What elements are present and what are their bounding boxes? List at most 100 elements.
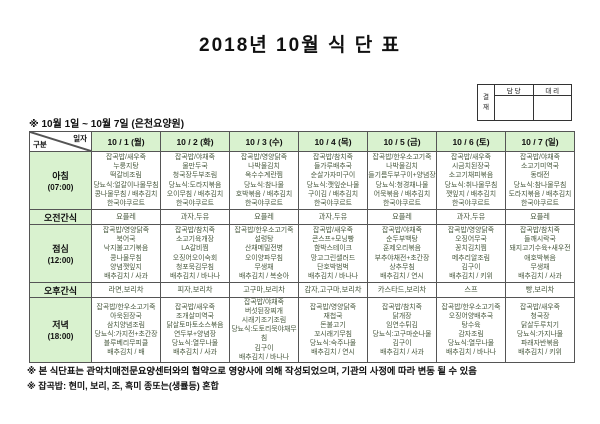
week-range-subtitle: ※ 10월 1일 ~ 10월 7일 (은천요양원) (29, 119, 185, 130)
day-column-header: 10 / 2 (화) (160, 131, 230, 152)
menu-item: 잡곡밥/야채죽 (244, 299, 284, 306)
meal-cell: 잡곡밥/참치죽 소고기육개장 LA갈비찜 오징어오이숙회 청포묵김무침 배추김치 / 바나… (160, 224, 230, 283)
meal-row: 오후간식 라면,보리차 피자,보리차 고구마,보리차 감자,고구마,보리차 카스타드,보리… (29, 282, 575, 298)
menu-item: 버섯된장찌개 (244, 308, 284, 316)
note-rice-mix: ※ 잡곡밥: 현미, 보리, 조, 흑미 종또는(생률등) 혼합 (27, 381, 219, 391)
meal-cell: 잡곡밥/영양닭죽 나박물김치 옥수수계란찜 당뇨식:참나물 호박볶음 / 배추김치 한국야… (229, 151, 299, 210)
day-column-header: 10 / 5 (금) (367, 131, 437, 152)
menu-item: 감자조림 (458, 330, 484, 338)
menu-item: 청포묵김무침 (175, 263, 215, 271)
menu-item: 떡갈비조림 (110, 172, 142, 180)
menu-item: 호박볶음 / 배추김치 (235, 190, 293, 198)
menu-item: LA갈비찜 (181, 245, 209, 253)
menu-item: 순두부백탕 (386, 236, 418, 244)
menu-item: 잡곡밥/영양닭죽 (309, 303, 357, 311)
menu-item: 훈제오리볶음 (382, 245, 422, 253)
menu-item: 당뇨식:취나물무침 (444, 181, 498, 189)
menu-item: 소고기미역국 (520, 163, 560, 171)
meal-cell: 요플레 (367, 209, 437, 225)
approval-stamp-label: 결 재 (477, 84, 495, 121)
meal-time: (12:00) (47, 256, 74, 265)
menu-item: 배추김치 / 사과 (518, 272, 562, 280)
meal-row: 오전간식 요플레 과자,두유 요플레 과자,두유 요플레 과자,두유 요플레 (29, 209, 575, 225)
meal-cell: 잡곡밥/새우죽 청국장 닭살두루치기 당뇨식:가지나물 파래자반볶음 배추김치 / 키위 (505, 297, 575, 363)
menu-item: 물만두국 (182, 163, 208, 171)
menu-item: 잡곡밥/새우죽 (451, 154, 491, 162)
meal-row: 점심 (12:00) 잡곡밥/영양닭죽 북어국 낙지불고기볶음 콩나물무침 양념깻잎지 배추김… (29, 224, 575, 283)
approval-stamp-char: 재 (483, 103, 489, 111)
menu-item: 오이무침 / 배추김치 (166, 190, 224, 198)
meal-cell: 잡곡밥/영양닭죽 재첩국 돈불고기 꼬시래기무침 당뇨식:숙주나물 배추김치 / 연시 (298, 297, 368, 363)
meal-cell: 잡곡밥/영양닭죽 오징어무국 꽁치김치찜 메추리알조림 김구이 배추김치 / 키위 (436, 224, 506, 283)
menu-item: 잡곡밥/영양닭죽 (447, 227, 495, 235)
meal-cell: 잡곡밥/참치죽 들깨시락국 돼지고기수육+새우전 애호박볶음 무생채 배추김치 / 사과 (505, 224, 575, 283)
day-column-header: 10 / 4 (목) (298, 131, 368, 152)
day-column-header: 10 / 1 (월) (91, 131, 161, 152)
meal-cell: 요플레 (229, 209, 299, 225)
meal-cell: 잡곡밥/새우죽 누룽지탕 떡갈비조림 당뇨식:얼갈이나물무침 콩나물무침 / 배추김치 한… (91, 151, 161, 210)
meal-cell: 잡곡밥/새우죽 조개살미역국 닭살토마토소스볶음 연두부+양념장 당뇨식:열무나물 배추김… (160, 297, 230, 363)
menu-item: 삼치양념조림 (106, 321, 146, 329)
menu-item: 잡곡밥/참치죽 (175, 227, 215, 235)
menu-item: 배추김치 / 배 (107, 349, 145, 357)
menu-item: 설렁탕 (254, 236, 274, 244)
menu-item: 배추김치 / 키위 (518, 349, 562, 357)
meal-cell: 요플레 (91, 209, 161, 225)
meal-cell: 과자,두유 (436, 209, 506, 225)
meal-row-label: 저녁 (18:00) (29, 297, 92, 363)
menu-item: 무생채 (530, 263, 550, 271)
menu-item: 임연수튀김 (386, 321, 418, 329)
menu-item: 콩나물무침 / 배추김치 (94, 190, 158, 198)
menu-item: 메추리알조림 (451, 254, 491, 262)
menu-item: 콘스프+모닝빵 (311, 236, 355, 244)
meal-cell: 감자,고구마,보리차 (298, 282, 368, 298)
menu-item: 당뇨식:가지나물 (516, 330, 564, 338)
menu-item: 꼬시래기무침 (313, 330, 353, 338)
menu-item: 나박물김치 (248, 163, 280, 171)
table-header-row: 일자 구분 10 / 1 (월) 10 / 2 (화) 10 / 3 (수) 10 /… (29, 131, 575, 152)
menu-item: 잡곡밥/새우죽 (106, 154, 146, 162)
menu-item: 당뇨식:열무나물 (171, 339, 219, 347)
menu-item: 배추김치 / 사과 (173, 349, 217, 357)
meal-row-label: 점심 (12:00) (29, 224, 92, 283)
menu-item: 낙지불고기볶음 (103, 245, 149, 253)
menu-item: 망고그린샐러드 (310, 254, 356, 262)
menu-item: 한국야쿠르트 (175, 199, 215, 207)
menu-item: 시래기조기조림 (241, 317, 287, 325)
menu-item: 닭살두루치기 (520, 321, 560, 329)
menu-item: 오징어무국 (455, 236, 487, 244)
corner-header-cell: 일자 구분 (29, 131, 92, 152)
menu-item: 애호박볶음 (524, 254, 556, 262)
meal-cell: 잡곡밥/한우소고기죽 설렁탕 산채메밀전병 오이양파무침 무생채 배추김치 / 복숭아 (229, 224, 299, 283)
meal-row-label: 오전간식 (29, 209, 92, 225)
menu-item: 조개살미역국 (175, 312, 215, 320)
menu-item: 산채메밀전병 (244, 245, 284, 253)
menu-item: 함박스테이크 (313, 245, 353, 253)
menu-item: 잡곡밥/참치죽 (382, 303, 422, 311)
footer-notes: ※ 본 식단표는 관악치매전문요양센터와의 협약으로 영양사에 의해 작성되었으… (27, 363, 587, 394)
menu-item: 배추김치 / 사과 (380, 349, 424, 357)
meal-cell: 피자,보리차 (160, 282, 230, 298)
menu-item: 부추야채전+초간장 (374, 254, 430, 262)
menu-item: 한국야쿠르트 (313, 199, 353, 207)
approval-sign-space (494, 95, 534, 121)
approval-stamp-char: 결 (483, 93, 489, 101)
menu-item: 한국야쿠르트 (451, 199, 491, 207)
day-column-header: 10 / 3 (수) (229, 131, 299, 152)
menu-item: 잡곡밥/한우소고기죽 (441, 303, 501, 311)
menu-item: 오징어오이숙회 (172, 254, 218, 262)
menu-item: 양념깻잎지 (110, 263, 142, 271)
menu-item: 구이김 / 배추김치 (307, 190, 359, 198)
menu-item: 당뇨식:열무나물 (447, 339, 495, 347)
approval-col-damdang: 담 당 (494, 83, 534, 97)
menu-item: 아욱된장국 (110, 312, 142, 320)
menu-item: 당뇨식:청경채나물 (375, 181, 429, 189)
meal-cell: 잡곡밥/한우소고기죽 나박물김치 들기름두부구이+양념장 당뇨식:청경채나물 어묵볶음 … (367, 151, 437, 210)
meal-time: (18:00) (47, 332, 74, 342)
menu-item: 동태전 (530, 172, 550, 180)
menu-item: 나박물김치 (386, 163, 418, 171)
menu-item: 잡곡밥/야채죽 (382, 227, 422, 235)
menu-item: 잡곡밥/한우소고기죽 (234, 227, 294, 235)
day-column-header: 10 / 6 (토) (436, 131, 506, 152)
menu-item: 북어국 (116, 236, 136, 244)
